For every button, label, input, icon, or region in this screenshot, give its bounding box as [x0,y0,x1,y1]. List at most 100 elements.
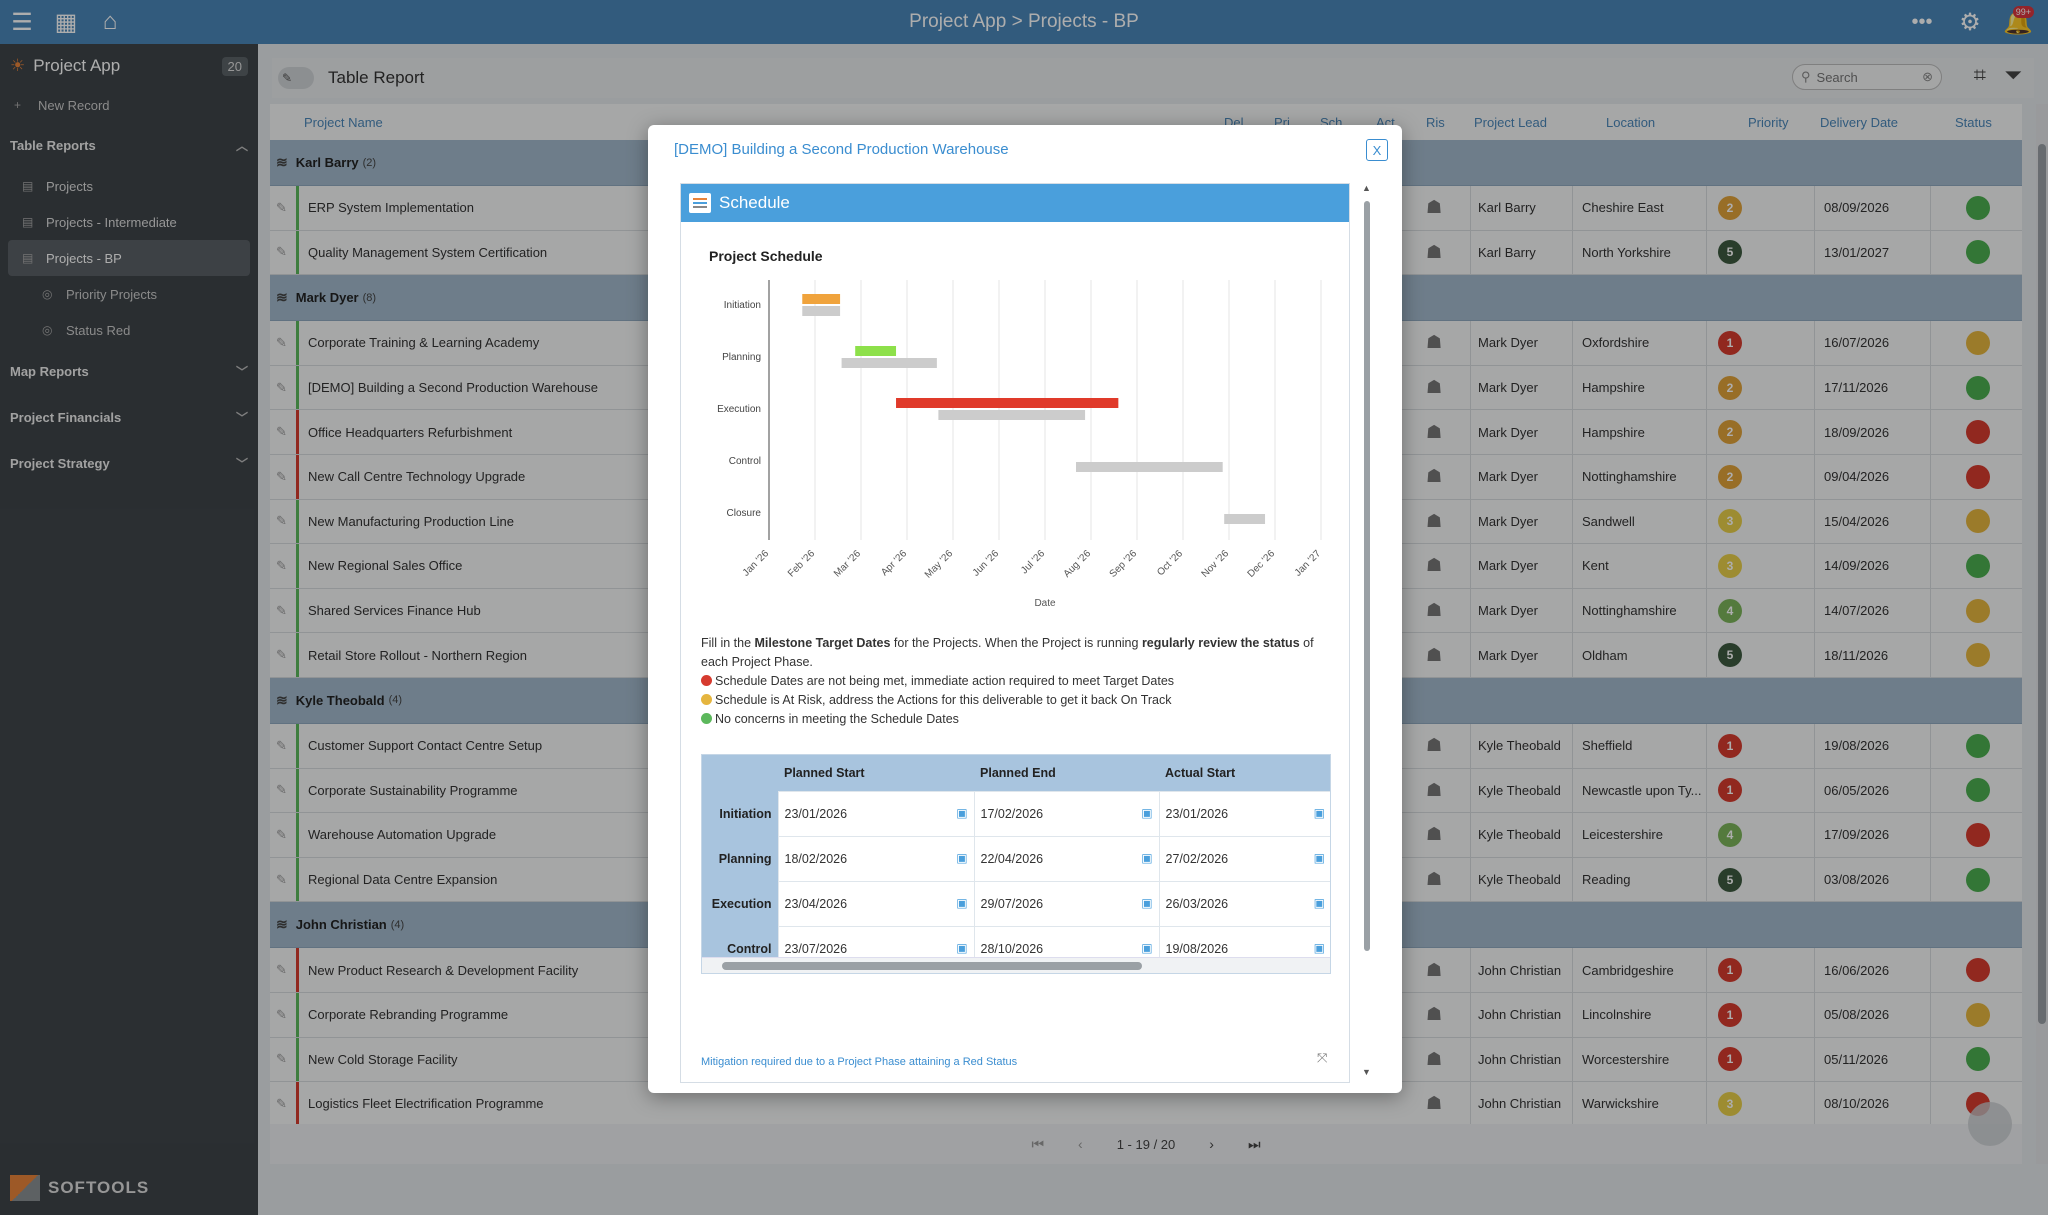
edit-mode-toggle[interactable]: ✎ [278,67,314,89]
home-icon[interactable]: ⌂ [102,8,118,35]
calendar-icon[interactable]: ▣ [956,940,968,955]
grid-icon[interactable]: ▦ [54,8,78,36]
date-field[interactable]: 23/01/2026 ▣ [777,790,975,837]
col-location[interactable]: Location [1606,114,1656,130]
risk-icon[interactable]: ☗ [1426,600,1443,621]
project-name[interactable]: New Manufacturing Production Line [308,513,514,529]
project-name[interactable]: Customer Support Contact Centre Setup [308,738,543,754]
edit-icon[interactable]: ✎ [276,199,287,215]
project-name[interactable]: New Call Centre Technology Upgrade [308,469,526,485]
edit-icon[interactable]: ✎ [276,244,287,260]
app-header[interactable]: ☀ Project App 20 [0,44,258,88]
edit-icon[interactable]: ✎ [276,782,287,798]
project-name[interactable]: Shared Services Finance Hub [308,603,481,619]
date-field[interactable]: 22/04/2026 ▣ [973,835,1160,882]
edit-icon[interactable]: ✎ [276,513,287,529]
modal-scrollbar[interactable]: ▲ ▼ [1360,183,1374,1083]
sidebar-item-projects-intermediate[interactable]: ▤ Projects - Intermediate [8,204,250,240]
section-map-reports[interactable]: Map Reports ﹀ [0,348,258,394]
first-page-icon[interactable]: ⏮ [1031,1135,1045,1152]
risk-icon[interactable]: ☗ [1426,735,1443,756]
edit-icon[interactable]: ✎ [276,871,287,887]
risk-icon[interactable]: ☗ [1426,241,1443,262]
table-scrollbar[interactable] [2036,104,2048,1164]
risk-icon[interactable]: ☗ [1426,1048,1443,1069]
risk-icon[interactable]: ☗ [1426,869,1443,890]
col-project-lead[interactable]: Project Lead [1474,114,1547,130]
edit-icon[interactable]: ✎ [276,557,287,573]
filter-icon[interactable]: ⏷ [2004,62,2022,87]
sidebar-sub-priority-projects[interactable]: ◎ Priority Projects [0,276,258,312]
risk-icon[interactable]: ☗ [1426,555,1443,576]
project-name[interactable]: Corporate Sustainability Programme [308,782,518,798]
calendar-icon[interactable]: ▣ [956,805,968,820]
horizontal-scrollbar[interactable] [702,957,1330,973]
calendar-icon[interactable]: ▣ [956,850,968,865]
sidebar-item-projects[interactable]: ▤ Projects [8,168,250,204]
risk-icon[interactable]: ☗ [1426,644,1443,665]
calendar-icon[interactable]: ▣ [1141,940,1153,955]
scroll-top-button[interactable] [1968,1102,2012,1146]
date-field[interactable]: 29/07/2026 ▣ [973,880,1160,927]
expand-icon[interactable]: ⤧ [1317,1050,1328,1065]
date-field[interactable]: 27/02/2026 ▣ [1158,835,1330,882]
edit-icon[interactable]: ✎ [276,647,287,663]
date-field[interactable]: 18/02/2026 ▣ [777,835,975,882]
edit-icon[interactable]: ✎ [276,334,287,350]
risk-icon[interactable]: ☗ [1426,1004,1443,1025]
scroll-down-icon[interactable]: ▼ [1362,1067,1371,1077]
project-name[interactable]: [DEMO] Building a Second Production Ware… [308,380,599,396]
risk-icon[interactable]: ☗ [1426,466,1443,487]
col-project-name[interactable]: Project Name [304,114,383,130]
notifications-icon[interactable]: 🔔 99+ [2003,6,2034,36]
project-name[interactable]: Corporate Training & Learning Academy [308,335,540,351]
sidebar-item-projects-bp[interactable]: ▤ Projects - BP [8,240,250,276]
ai-chip-icon[interactable]: ⌗ [1973,62,1986,87]
more-icon[interactable]: ••• [1911,10,1933,33]
date-field[interactable]: 23/01/2026 ▣ [1158,790,1330,837]
search-box[interactable]: ⚲ ⊗ [1792,64,1942,90]
calendar-icon[interactable]: ▣ [1141,895,1153,910]
risk-icon[interactable]: ☗ [1426,377,1443,398]
col-status[interactable]: Status [1955,114,1992,130]
date-field[interactable]: 26/03/2026 ▣ [1158,880,1330,927]
mitigation-link[interactable]: Mitigation required due to a Project Pha… [701,1056,1018,1068]
project-name[interactable]: Corporate Rebranding Programme [308,1007,509,1023]
search-input[interactable] [1816,69,1913,85]
section-project-financials[interactable]: Project Financials ﹀ [0,394,258,440]
edit-icon[interactable]: ✎ [276,379,287,395]
edit-icon[interactable]: ✎ [276,826,287,842]
calendar-icon[interactable]: ▣ [1141,805,1153,820]
risk-icon[interactable]: ☗ [1426,824,1443,845]
section-project-strategy[interactable]: Project Strategy ﹀ [0,440,258,486]
last-page-icon[interactable]: ⏭ [1247,1135,1261,1152]
project-name[interactable]: Office Headquarters Refurbishment [308,424,513,440]
calendar-icon[interactable]: ▣ [956,895,968,910]
calendar-icon[interactable]: ▣ [1313,805,1325,820]
new-record-button[interactable]: + New Record [0,88,258,122]
edit-icon[interactable]: ✎ [276,962,287,978]
risk-icon[interactable]: ☗ [1426,421,1443,442]
project-name[interactable]: Quality Management System Certification [308,244,548,260]
project-name[interactable]: Logistics Fleet Electrification Programm… [308,1096,544,1112]
project-name[interactable]: New Cold Storage Facility [308,1051,458,1067]
menu-icon[interactable]: ☰ [11,8,33,36]
risk-icon[interactable]: ☗ [1426,332,1443,353]
clear-icon[interactable]: ⊗ [1922,69,1933,84]
date-field[interactable]: 23/04/2026 ▣ [777,880,975,927]
edit-icon[interactable]: ✎ [276,468,287,484]
risk-icon[interactable]: ☗ [1426,197,1443,218]
risk-icon[interactable]: ☗ [1426,959,1443,980]
risk-icon[interactable]: ☗ [1426,779,1443,800]
project-name[interactable]: Warehouse Automation Upgrade [308,827,497,843]
project-name[interactable]: New Product Research & Development Facil… [308,962,579,978]
section-table-reports[interactable]: Table Reports ︿ [0,122,258,168]
risk-icon[interactable]: ☗ [1426,510,1443,531]
calendar-icon[interactable]: ▣ [1313,940,1325,955]
edit-icon[interactable]: ✎ [276,1051,287,1067]
project-name[interactable]: New Regional Sales Office [308,558,463,574]
project-name[interactable]: Regional Data Centre Expansion [308,872,498,888]
col-delivery-date[interactable]: Delivery Date [1820,114,1899,130]
calendar-icon[interactable]: ▣ [1313,850,1325,865]
calendar-icon[interactable]: ▣ [1141,850,1153,865]
